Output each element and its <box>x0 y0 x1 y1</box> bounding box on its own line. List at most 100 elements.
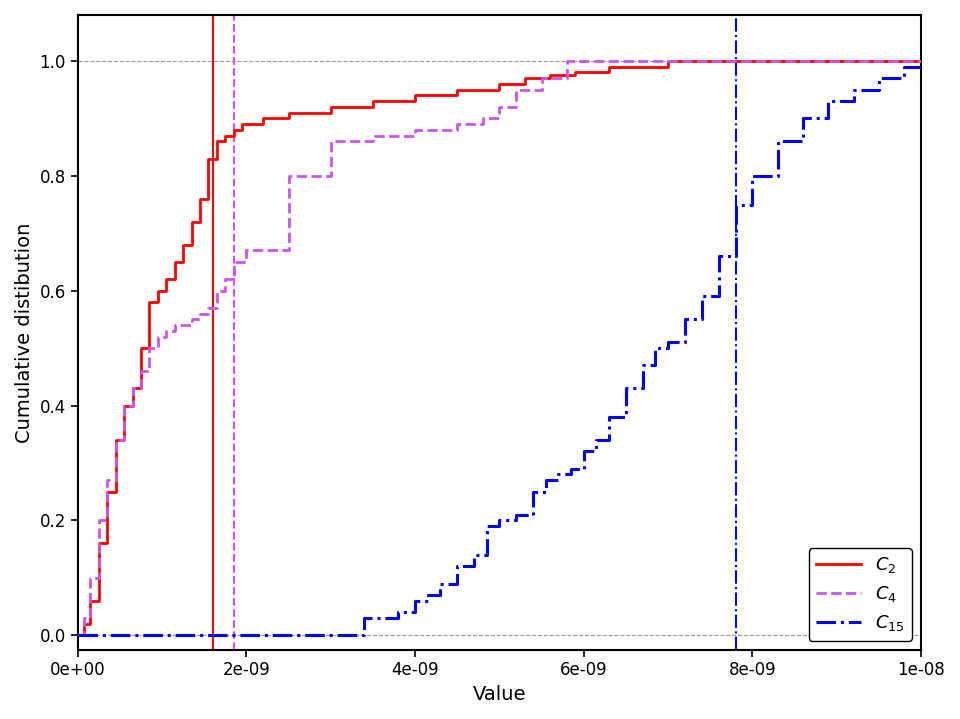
$C_4$ <box>211 286 223 295</box>
$C_2$ <box>519 74 531 83</box>
$C_2$ <box>127 384 138 393</box>
$C_{15}$ <box>451 562 463 571</box>
$C_2$ <box>102 487 113 496</box>
$C_4$ <box>511 86 522 94</box>
$C_2$ <box>79 620 90 628</box>
$C_2$ <box>211 137 223 146</box>
$C_2$ <box>236 120 248 129</box>
$C_2$ <box>569 68 581 77</box>
$C_{15}$ <box>916 57 927 65</box>
$C_2$ <box>84 597 96 605</box>
$C_{15}$ <box>650 344 661 352</box>
$C_{15}$ <box>823 97 834 106</box>
$C_{15}$ <box>680 315 691 324</box>
$C_2$ <box>325 103 337 111</box>
$C_2$ <box>118 401 130 410</box>
$C_{15}$ <box>565 464 577 473</box>
$C_{15}$ <box>72 631 84 640</box>
$C_4$ <box>367 132 378 140</box>
$C_2$ <box>283 109 295 117</box>
$C_{15}$ <box>798 114 809 123</box>
$C_4$ <box>102 476 113 485</box>
X-axis label: Value: Value <box>472 685 526 704</box>
$C_{15}$ <box>696 292 708 301</box>
$C_4$ <box>72 631 84 640</box>
$C_4$ <box>118 401 130 410</box>
$C_{15}$ <box>468 551 480 559</box>
$C_4$ <box>93 516 105 525</box>
$C_2$ <box>169 257 180 266</box>
$C_{15}$ <box>553 470 564 479</box>
$C_{15}$ <box>747 172 758 180</box>
$C_{15}$ <box>527 487 539 496</box>
$C_4$ <box>241 246 252 255</box>
$C_4$ <box>110 436 122 444</box>
$C_4$ <box>283 172 295 180</box>
$C_4$ <box>536 74 547 83</box>
$C_2$ <box>160 275 172 283</box>
$C_2$ <box>916 57 927 65</box>
$C_4$ <box>325 137 337 146</box>
$C_{15}$ <box>409 597 420 605</box>
$C_{15}$ <box>874 74 885 83</box>
$C_{15}$ <box>848 86 859 94</box>
$C_2$ <box>603 63 614 71</box>
$C_4$ <box>203 303 214 312</box>
$C_{15}$ <box>578 447 589 456</box>
$C_4$ <box>562 57 573 65</box>
$C_2$ <box>544 71 556 80</box>
$C_4$ <box>152 332 163 341</box>
$C_4$ <box>127 384 138 393</box>
$C_{15}$ <box>713 252 725 260</box>
$C_{15}$ <box>435 580 446 588</box>
$C_{15}$ <box>493 516 505 525</box>
$C_{15}$ <box>540 476 552 485</box>
$C_2$ <box>747 57 758 65</box>
$C_4$ <box>160 326 172 335</box>
$C_4$ <box>169 321 180 329</box>
$C_{15}$ <box>511 510 522 519</box>
Y-axis label: Cumulative distibution: Cumulative distibution <box>15 222 34 442</box>
$C_{15}$ <box>393 608 404 617</box>
$C_{15}$ <box>620 384 632 393</box>
$C_4$ <box>477 114 489 123</box>
$C_2$ <box>257 114 269 123</box>
$C_4$ <box>451 120 463 129</box>
$C_{15}$ <box>772 137 783 146</box>
$C_2$ <box>493 80 505 88</box>
$C_2$ <box>135 344 147 352</box>
$C_2$ <box>220 132 231 140</box>
$C_2$ <box>144 298 156 306</box>
$C_2$ <box>110 436 122 444</box>
$C_4$ <box>220 275 231 283</box>
$C_2$ <box>194 194 205 203</box>
$C_{15}$ <box>899 63 910 71</box>
$C_{15}$ <box>662 338 674 347</box>
$C_2$ <box>203 155 214 163</box>
$C_4$ <box>79 614 90 623</box>
$C_2$ <box>186 217 198 226</box>
$C_4$ <box>135 367 147 375</box>
$C_4$ <box>178 321 189 329</box>
Legend: $C_2$, $C_4$, $C_{15}$: $C_2$, $C_4$, $C_{15}$ <box>808 548 912 641</box>
$C_4$ <box>194 309 205 318</box>
$C_4$ <box>409 126 420 134</box>
$C_4$ <box>493 103 505 111</box>
$C_2$ <box>662 57 674 65</box>
$C_{15}$ <box>359 614 371 623</box>
$C_{15}$ <box>325 631 337 640</box>
$C_4$ <box>228 257 240 266</box>
$C_{15}$ <box>730 200 741 209</box>
$C_2$ <box>409 91 420 100</box>
Line: $C_2$: $C_2$ <box>78 61 922 636</box>
$C_4$ <box>75 631 86 640</box>
$C_{15}$ <box>637 361 649 370</box>
$C_{15}$ <box>156 631 168 640</box>
$C_{15}$ <box>481 522 492 531</box>
Line: $C_4$: $C_4$ <box>78 61 922 636</box>
$C_2$ <box>75 631 86 640</box>
$C_{15}$ <box>422 591 434 600</box>
$C_4$ <box>144 344 156 352</box>
$C_2$ <box>72 631 84 640</box>
$C_2$ <box>228 126 240 134</box>
